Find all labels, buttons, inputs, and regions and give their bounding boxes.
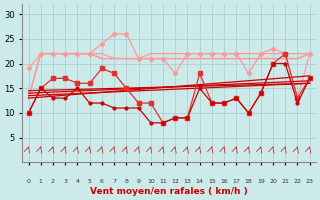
- X-axis label: Vent moyen/en rafales ( km/h ): Vent moyen/en rafales ( km/h ): [90, 187, 248, 196]
